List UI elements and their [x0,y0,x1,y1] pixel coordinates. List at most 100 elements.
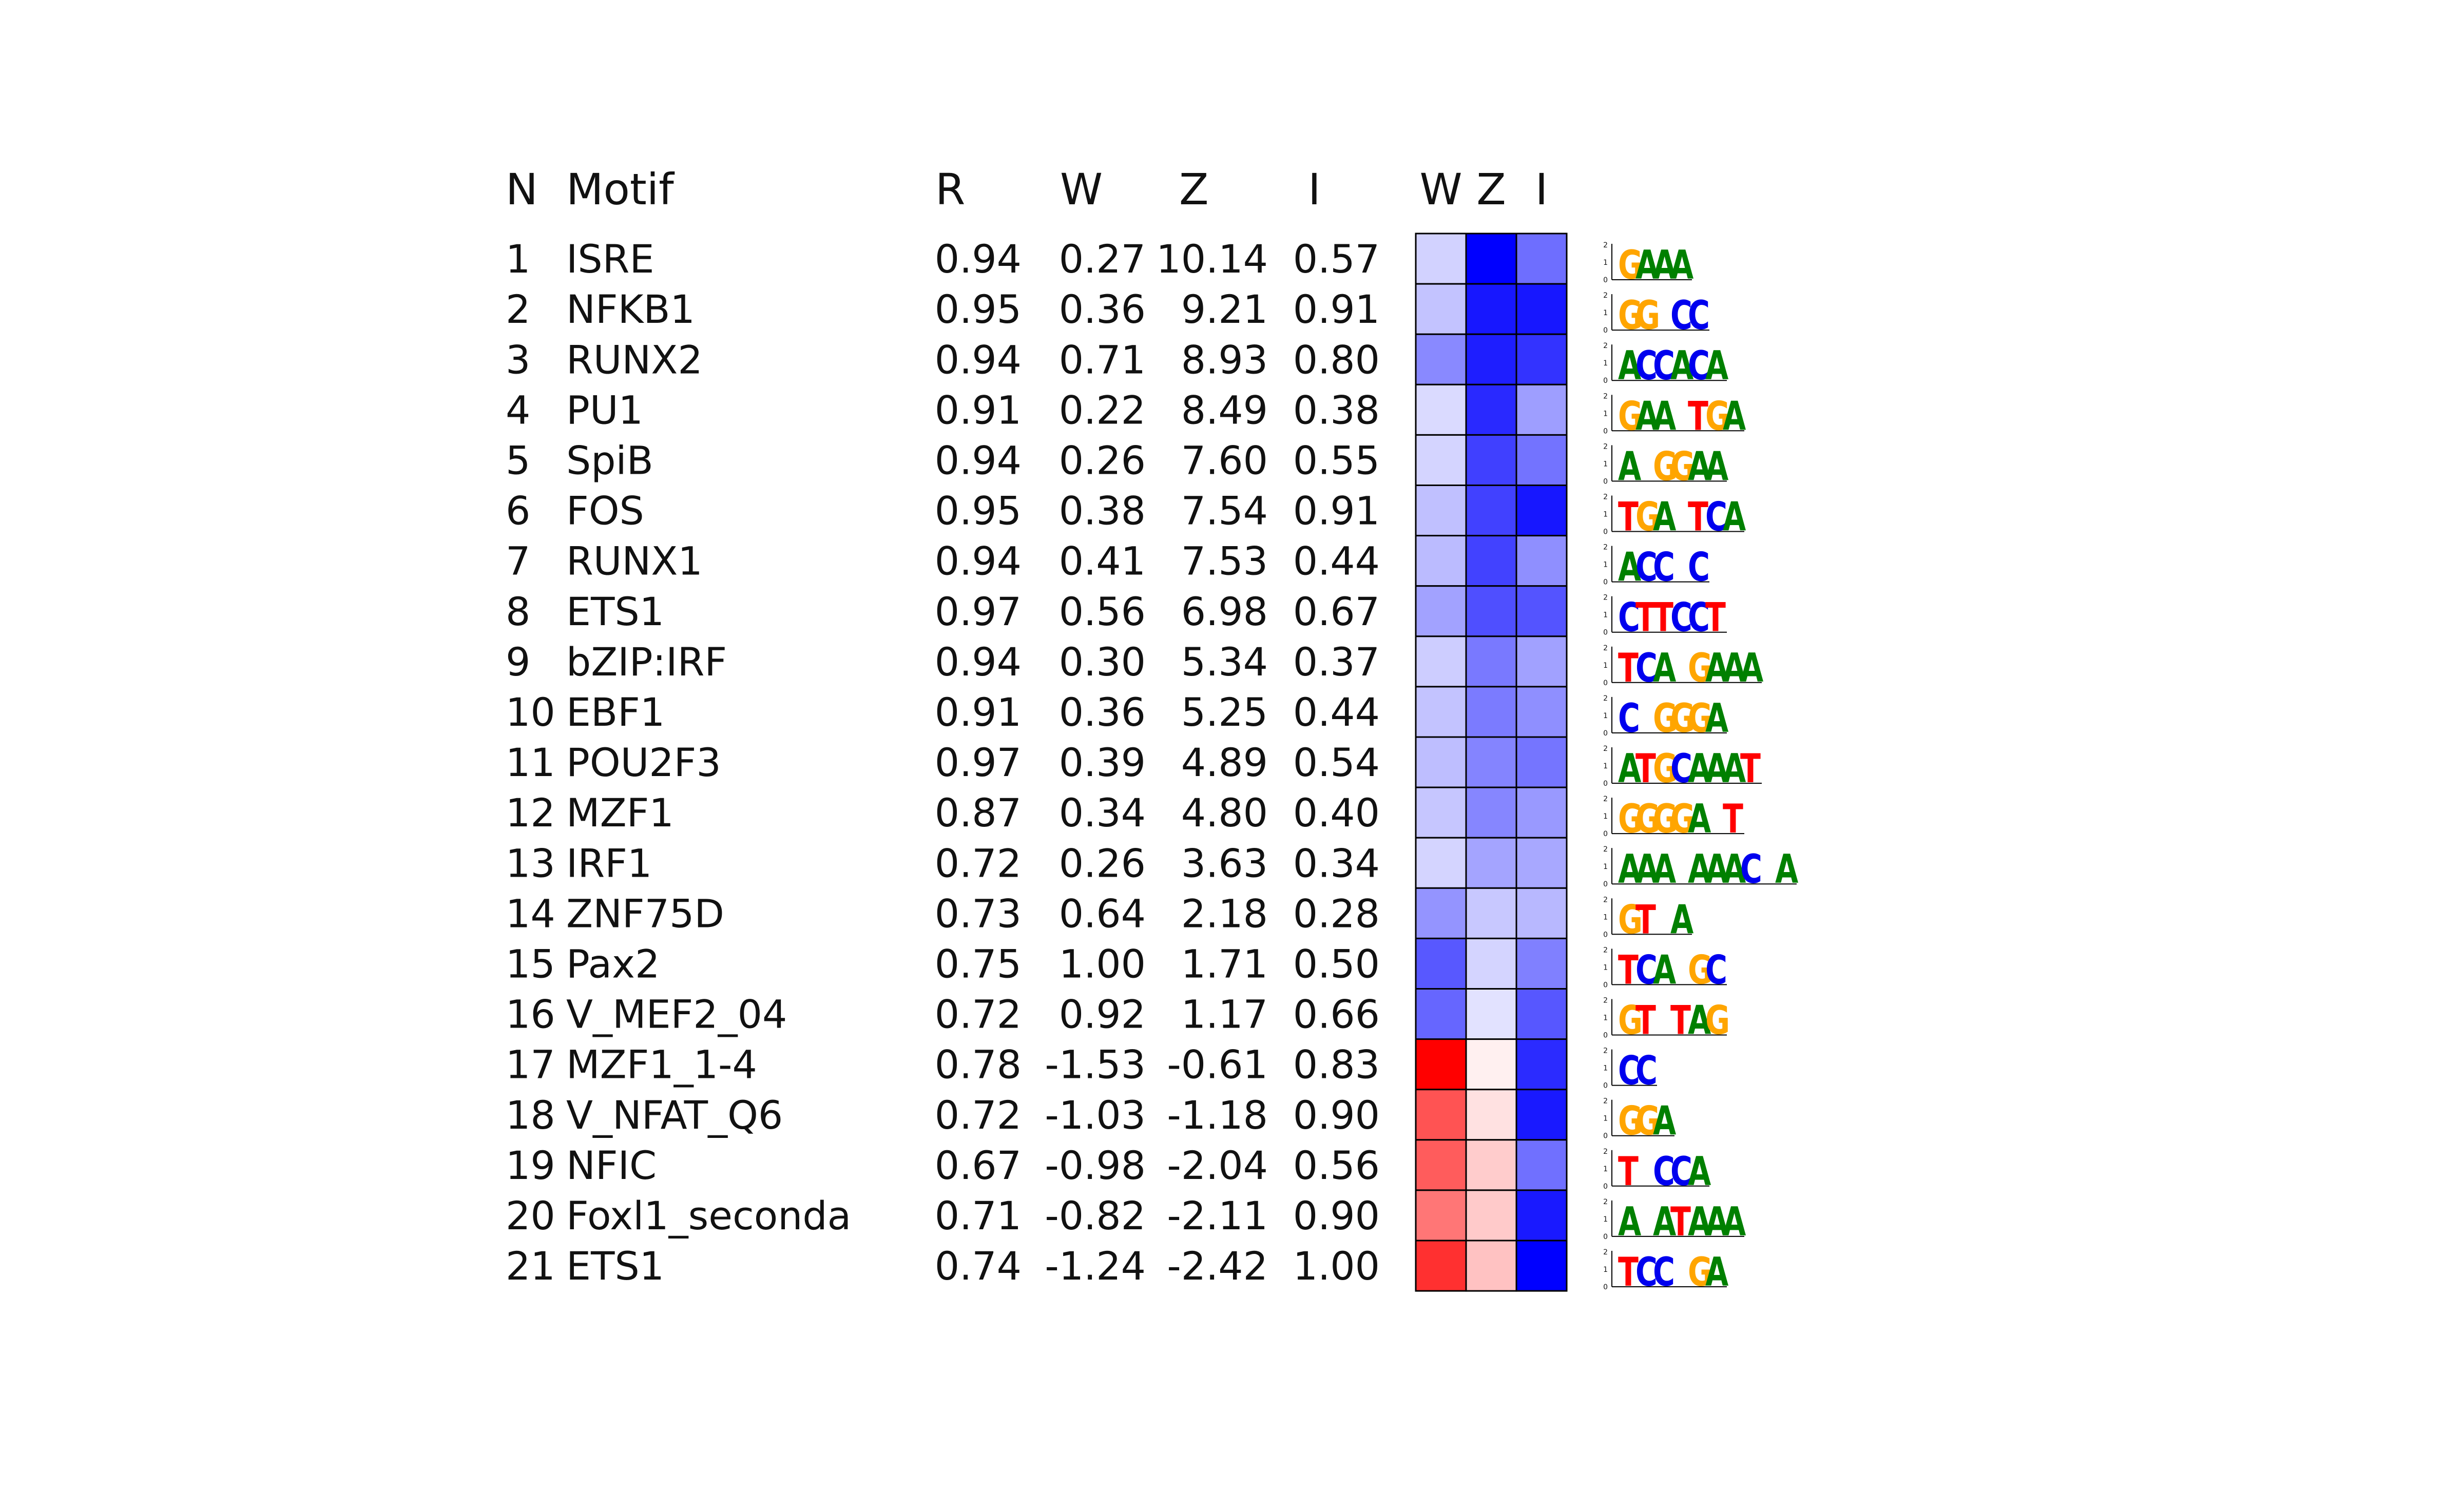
logo-tick-label: 0 [1603,1183,1608,1191]
logo-tick-label: 2 [1603,342,1608,350]
logo-tick-label: 1 [1603,712,1608,720]
logo-letter: G [1670,796,1695,843]
logo-letter: A [1688,1199,1711,1246]
value-z: 4.89 [1181,740,1268,785]
row-number: 11 [506,740,555,785]
heatmap-cell-i [1515,333,1568,385]
logo-letter: A [1653,393,1677,440]
logo-letter: G [1688,947,1712,994]
logo-letter: T [1618,494,1639,540]
value-w: 0.56 [1059,589,1146,634]
logo-letter: A [1688,796,1711,843]
value-i: 0.44 [1293,538,1380,584]
value-i: 0.90 [1293,1193,1380,1239]
logo-tick-label: 0 [1603,477,1608,486]
value-w: 0.36 [1059,286,1146,332]
heatmap-cell-w [1415,283,1467,335]
heatmap-cell-z [1465,937,1517,990]
value-r: 0.97 [935,589,1022,634]
heatmap-cell-z [1465,485,1517,537]
logo-letter: C [1635,1249,1658,1296]
logo-letter: A [1670,897,1694,943]
logo-letter: A [1653,645,1677,692]
header-w: W [1060,164,1103,215]
logo-letter: G [1618,1098,1643,1145]
motif-name: MZF1 [566,790,674,836]
logo-letter: A [1635,846,1659,893]
logo-letter: A [1618,443,1642,490]
row-number: 2 [506,286,530,332]
sequence-logo: 012 TCA GC [1603,946,1727,993]
heatmap-cell-w [1415,233,1467,285]
logo-letter: C [1670,293,1692,339]
logo-letter: A [1705,846,1729,893]
logo-letter: G [1618,796,1643,843]
value-z: 8.49 [1181,387,1268,433]
header-motif: Motif [566,164,675,215]
heatmap-cell-w [1415,535,1467,587]
logo-tick-label: 2 [1603,896,1608,904]
value-i: 0.55 [1293,437,1380,483]
value-w: 0.26 [1059,840,1146,886]
heatmap-cell-w [1415,1189,1467,1242]
heatmap-cell-w [1415,434,1467,487]
logo-letter: T [1618,947,1639,994]
logo-tick-label: 1 [1603,1215,1608,1224]
sequence-logo: 0 1 2 TCC GA [1603,1248,1729,1295]
logo-letter: T [1688,494,1708,540]
value-z: 7.60 [1181,437,1268,483]
heatmap-cell-z [1465,837,1517,889]
logo-letter: G [1653,796,1678,843]
motif-name: Foxl1_seconda [566,1193,851,1239]
table-row: 7 RUNX1 0.94 0.41 7.53 0.44 [506,538,1380,584]
heatmap [1415,233,1568,1292]
logo-letter: C [1635,947,1658,994]
logo-letter: G [1653,443,1678,490]
sequence-logo: 0 1 2 T CCA [1603,1148,1711,1195]
value-w: 0.36 [1059,689,1146,735]
motif-name: NFKB1 [566,286,695,332]
value-i: 0.83 [1293,1042,1380,1088]
logo-letter: G [1618,997,1643,1044]
logo-letter: G [1635,293,1660,339]
heatmap-cell-i [1515,233,1568,285]
value-z: 5.34 [1181,639,1268,685]
value-z: 2.18 [1181,891,1268,936]
value-r: 0.95 [935,488,1022,534]
motif-name: FOS [566,488,644,534]
logo-tick-label: 0 [1603,780,1608,788]
logo-tick-label: 1 [1603,410,1608,418]
logo-letter: A [1618,544,1642,591]
heatmap-cell-i [1515,485,1568,537]
logo-tick-label: 2 [1603,644,1608,652]
logo-tick-label: 1 [1603,1065,1608,1073]
value-w: -0.82 [1045,1193,1146,1239]
logo-letter: T [1653,594,1673,641]
logo-tick-label: 2 [1603,1198,1608,1206]
value-r: 0.87 [935,790,1022,836]
logo-letter: T [1635,897,1656,943]
heatmap-header-i: I [1535,164,1548,215]
logo-letter: A [1653,947,1677,994]
logo-tick-label: 0 [1603,679,1608,687]
value-r: 0.75 [935,941,1022,986]
logo-letter: A [1618,1199,1642,1246]
value-z: -2.04 [1167,1143,1268,1188]
logo-letter: G [1618,293,1643,339]
heatmap-cell-w [1415,333,1467,385]
heatmap-cell-w [1415,736,1467,788]
value-i: 0.91 [1293,488,1380,534]
sequence-logo: 012 GAA TGA [1603,392,1746,439]
table-row: 17 MZF1_1-4 0.78 -1.53 -0.61 0.83 [506,1042,1380,1088]
value-z: 8.93 [1181,337,1268,382]
heatmap-cell-z [1465,736,1517,788]
logo-letter: G [1635,796,1660,843]
heatmap-cell-w [1415,837,1467,889]
logo-letter: A [1705,746,1729,792]
row-number: 10 [506,689,555,735]
heatmap-cell-i [1515,383,1568,436]
logo-tick-label: 0 [1603,1032,1608,1040]
